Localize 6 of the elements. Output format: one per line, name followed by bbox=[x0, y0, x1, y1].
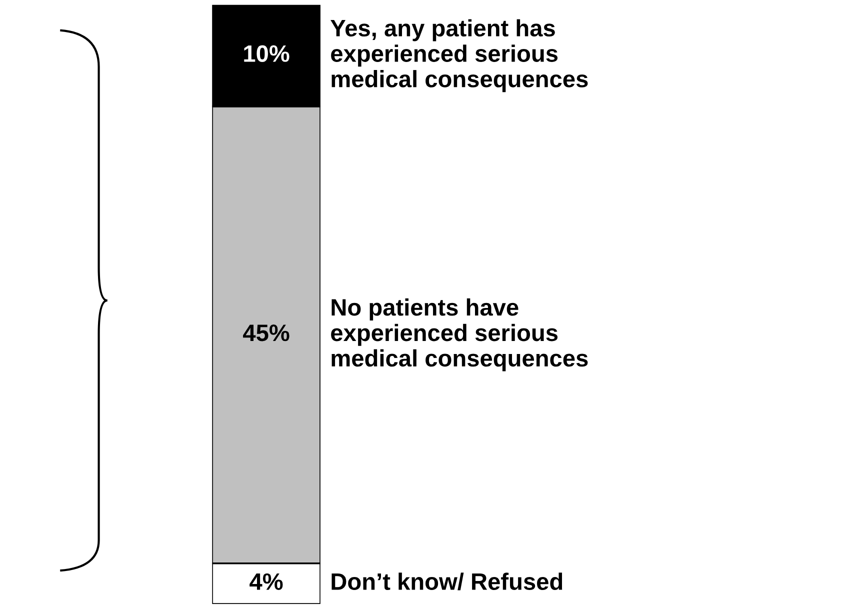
series-label: Don’t know/ Refused bbox=[332, 572, 562, 590]
series-label: Yes, any patient has experienced serious medical consequences bbox=[330, 19, 588, 92]
data-label: 4% bbox=[250, 573, 283, 590]
data-label: 45% bbox=[243, 324, 290, 342]
series-label: No patients have experienced serious medical consequences bbox=[331, 298, 588, 372]
data-label: 10% bbox=[244, 45, 290, 62]
